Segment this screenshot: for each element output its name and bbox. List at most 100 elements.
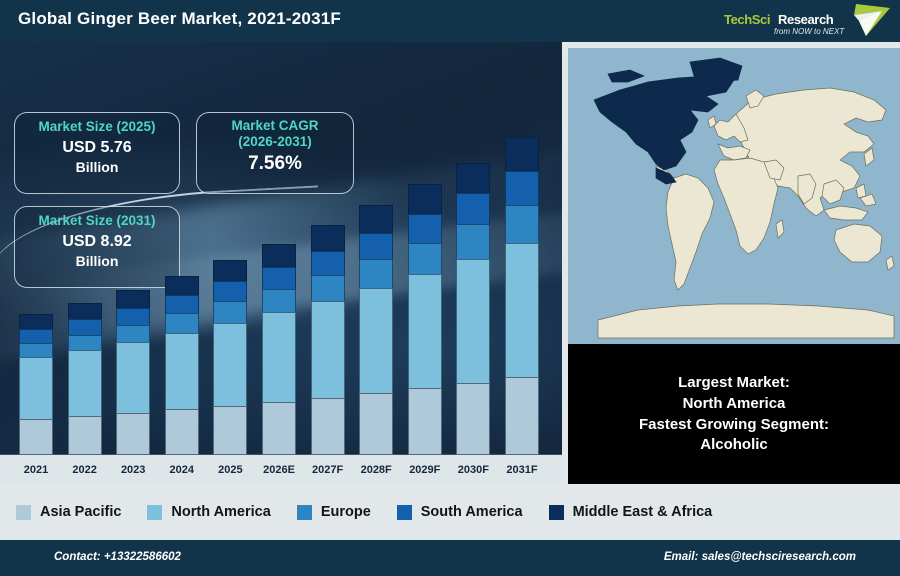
bar-segment — [164, 409, 199, 455]
legend-swatch-icon — [396, 504, 412, 520]
bar-segment — [116, 290, 151, 308]
x-axis-tick-label: 2024 — [169, 464, 195, 476]
bar-segment — [67, 350, 102, 416]
legend-item[interactable]: Asia Pacific — [16, 504, 121, 520]
legend-label: South America — [420, 504, 523, 520]
legend-swatch-icon — [147, 504, 163, 520]
bar-segment — [505, 170, 539, 205]
bar-segment — [359, 233, 394, 260]
bar-segment — [310, 225, 345, 251]
bar-segment — [505, 242, 539, 378]
bar-segment — [359, 287, 394, 394]
bar-segment — [456, 224, 491, 259]
card-market-cagr: Market CAGR (2026-2031) 7.56% — [196, 112, 354, 194]
note-line-fastest-segment-label: Fastest Growing Segment: — [638, 415, 830, 433]
bar-segment — [456, 162, 491, 193]
bar-segment — [213, 322, 248, 406]
bar-group — [359, 205, 394, 455]
legend-swatch-icon — [16, 504, 31, 520]
x-axis-tick-label: 2021 — [23, 464, 49, 476]
bar-segment — [164, 332, 199, 410]
card-value: USD 5.76 — [62, 139, 132, 157]
legend-label: Asia Pacific — [40, 504, 122, 520]
bar-segment — [407, 388, 442, 455]
bar-segment — [262, 312, 296, 403]
x-axis-tick-label: 2025 — [218, 464, 243, 476]
bar-group — [116, 290, 151, 455]
bar-segment — [505, 137, 539, 171]
card-sub: Billion — [75, 159, 119, 176]
bar-segment — [359, 259, 394, 288]
bar-segment — [116, 324, 151, 342]
bar-segment — [310, 274, 345, 301]
bar-group — [164, 276, 199, 455]
bar-segment — [213, 301, 248, 323]
legend-item[interactable]: Europe — [296, 504, 371, 520]
card-value: USD 8.92 — [62, 233, 132, 251]
card-value: 7.56% — [248, 152, 302, 174]
techsci-research-logo: TechSci Research from NOW to NEXT — [716, 2, 892, 40]
bar-segment — [456, 383, 491, 455]
note-line-largest-market-label: Largest Market: — [678, 373, 790, 391]
x-axis-tick-label: 2022 — [72, 464, 97, 476]
svg-text:Research: Research — [778, 12, 834, 27]
bar-segment — [310, 300, 345, 398]
bar-segment — [359, 393, 394, 455]
bar-segment — [19, 418, 53, 455]
bar-segment — [67, 415, 102, 455]
bar-segment — [213, 405, 248, 455]
bar-group — [19, 313, 53, 455]
bar-segment — [213, 260, 248, 282]
bar-segment — [116, 412, 151, 455]
x-axis-tick-label: 2030F — [457, 464, 489, 476]
x-axis-tick-label: 2028F — [360, 464, 392, 476]
bar-segment — [262, 288, 296, 313]
card-label: Market Size (2025) — [38, 119, 156, 134]
bar-segment — [213, 281, 248, 302]
legend-swatch-icon — [548, 504, 564, 520]
bar-segment — [164, 276, 199, 296]
bar-segment — [407, 183, 442, 215]
bar-segment — [116, 307, 151, 325]
bar-group — [213, 260, 248, 455]
bar-segment — [407, 214, 442, 243]
chart-legend: Asia Pacific North America Europe South Ame… — [0, 484, 900, 540]
x-axis-tick-label: 2023 — [120, 464, 146, 476]
bar-segment — [262, 267, 296, 289]
bar-segment — [164, 313, 199, 333]
bar-segment — [359, 205, 394, 234]
x-axis-tick-label: 2029F — [409, 464, 441, 476]
card-label-period: (2026-2031) — [238, 134, 312, 150]
highlight-note-box: Largest Market: North America Fastest Gr… — [568, 344, 900, 484]
bar-segment — [505, 377, 539, 455]
bar-group — [505, 137, 539, 455]
bar-segment — [262, 402, 296, 455]
footer-bar: Contact: +13322586602 Email: sales@techs… — [0, 540, 900, 576]
bar-group — [456, 162, 491, 455]
bar-segment — [262, 244, 296, 268]
bar-segment — [67, 334, 102, 351]
svg-text:TechSci: TechSci — [724, 12, 770, 27]
bar-segment — [116, 342, 151, 413]
note-line-fastest-segment-value: Alcoholic — [700, 436, 768, 454]
legend-item[interactable]: North America — [147, 504, 271, 520]
bar-segment — [19, 328, 53, 344]
legend-swatch-icon — [296, 504, 312, 520]
bar-segment — [310, 250, 345, 275]
bar-segment — [67, 319, 102, 335]
footer-contact: Contact: +13322586602 — [54, 551, 181, 563]
card-label: Market Size (2031) — [38, 213, 156, 228]
legend-item[interactable]: Middle East & Africa — [548, 504, 712, 520]
svg-text:from NOW to NEXT: from NOW to NEXT — [774, 27, 845, 36]
bar-segment — [164, 295, 199, 314]
chart-panel: Market Size (2025) USD 5.76 Billion Mark… — [0, 42, 562, 484]
bar-segment — [19, 313, 53, 329]
legend-label: Europe — [320, 504, 371, 520]
legend-item[interactable]: South America — [396, 504, 523, 520]
header-bar: Global Ginger Beer Market, 2021-2031F Te… — [0, 0, 900, 42]
card-market-size-2025: Market Size (2025) USD 5.76 Billion — [14, 112, 180, 194]
bar-group — [67, 303, 102, 455]
card-sub: Billion — [75, 253, 119, 270]
page-title: Global Ginger Beer Market, 2021-2031F — [18, 9, 341, 28]
